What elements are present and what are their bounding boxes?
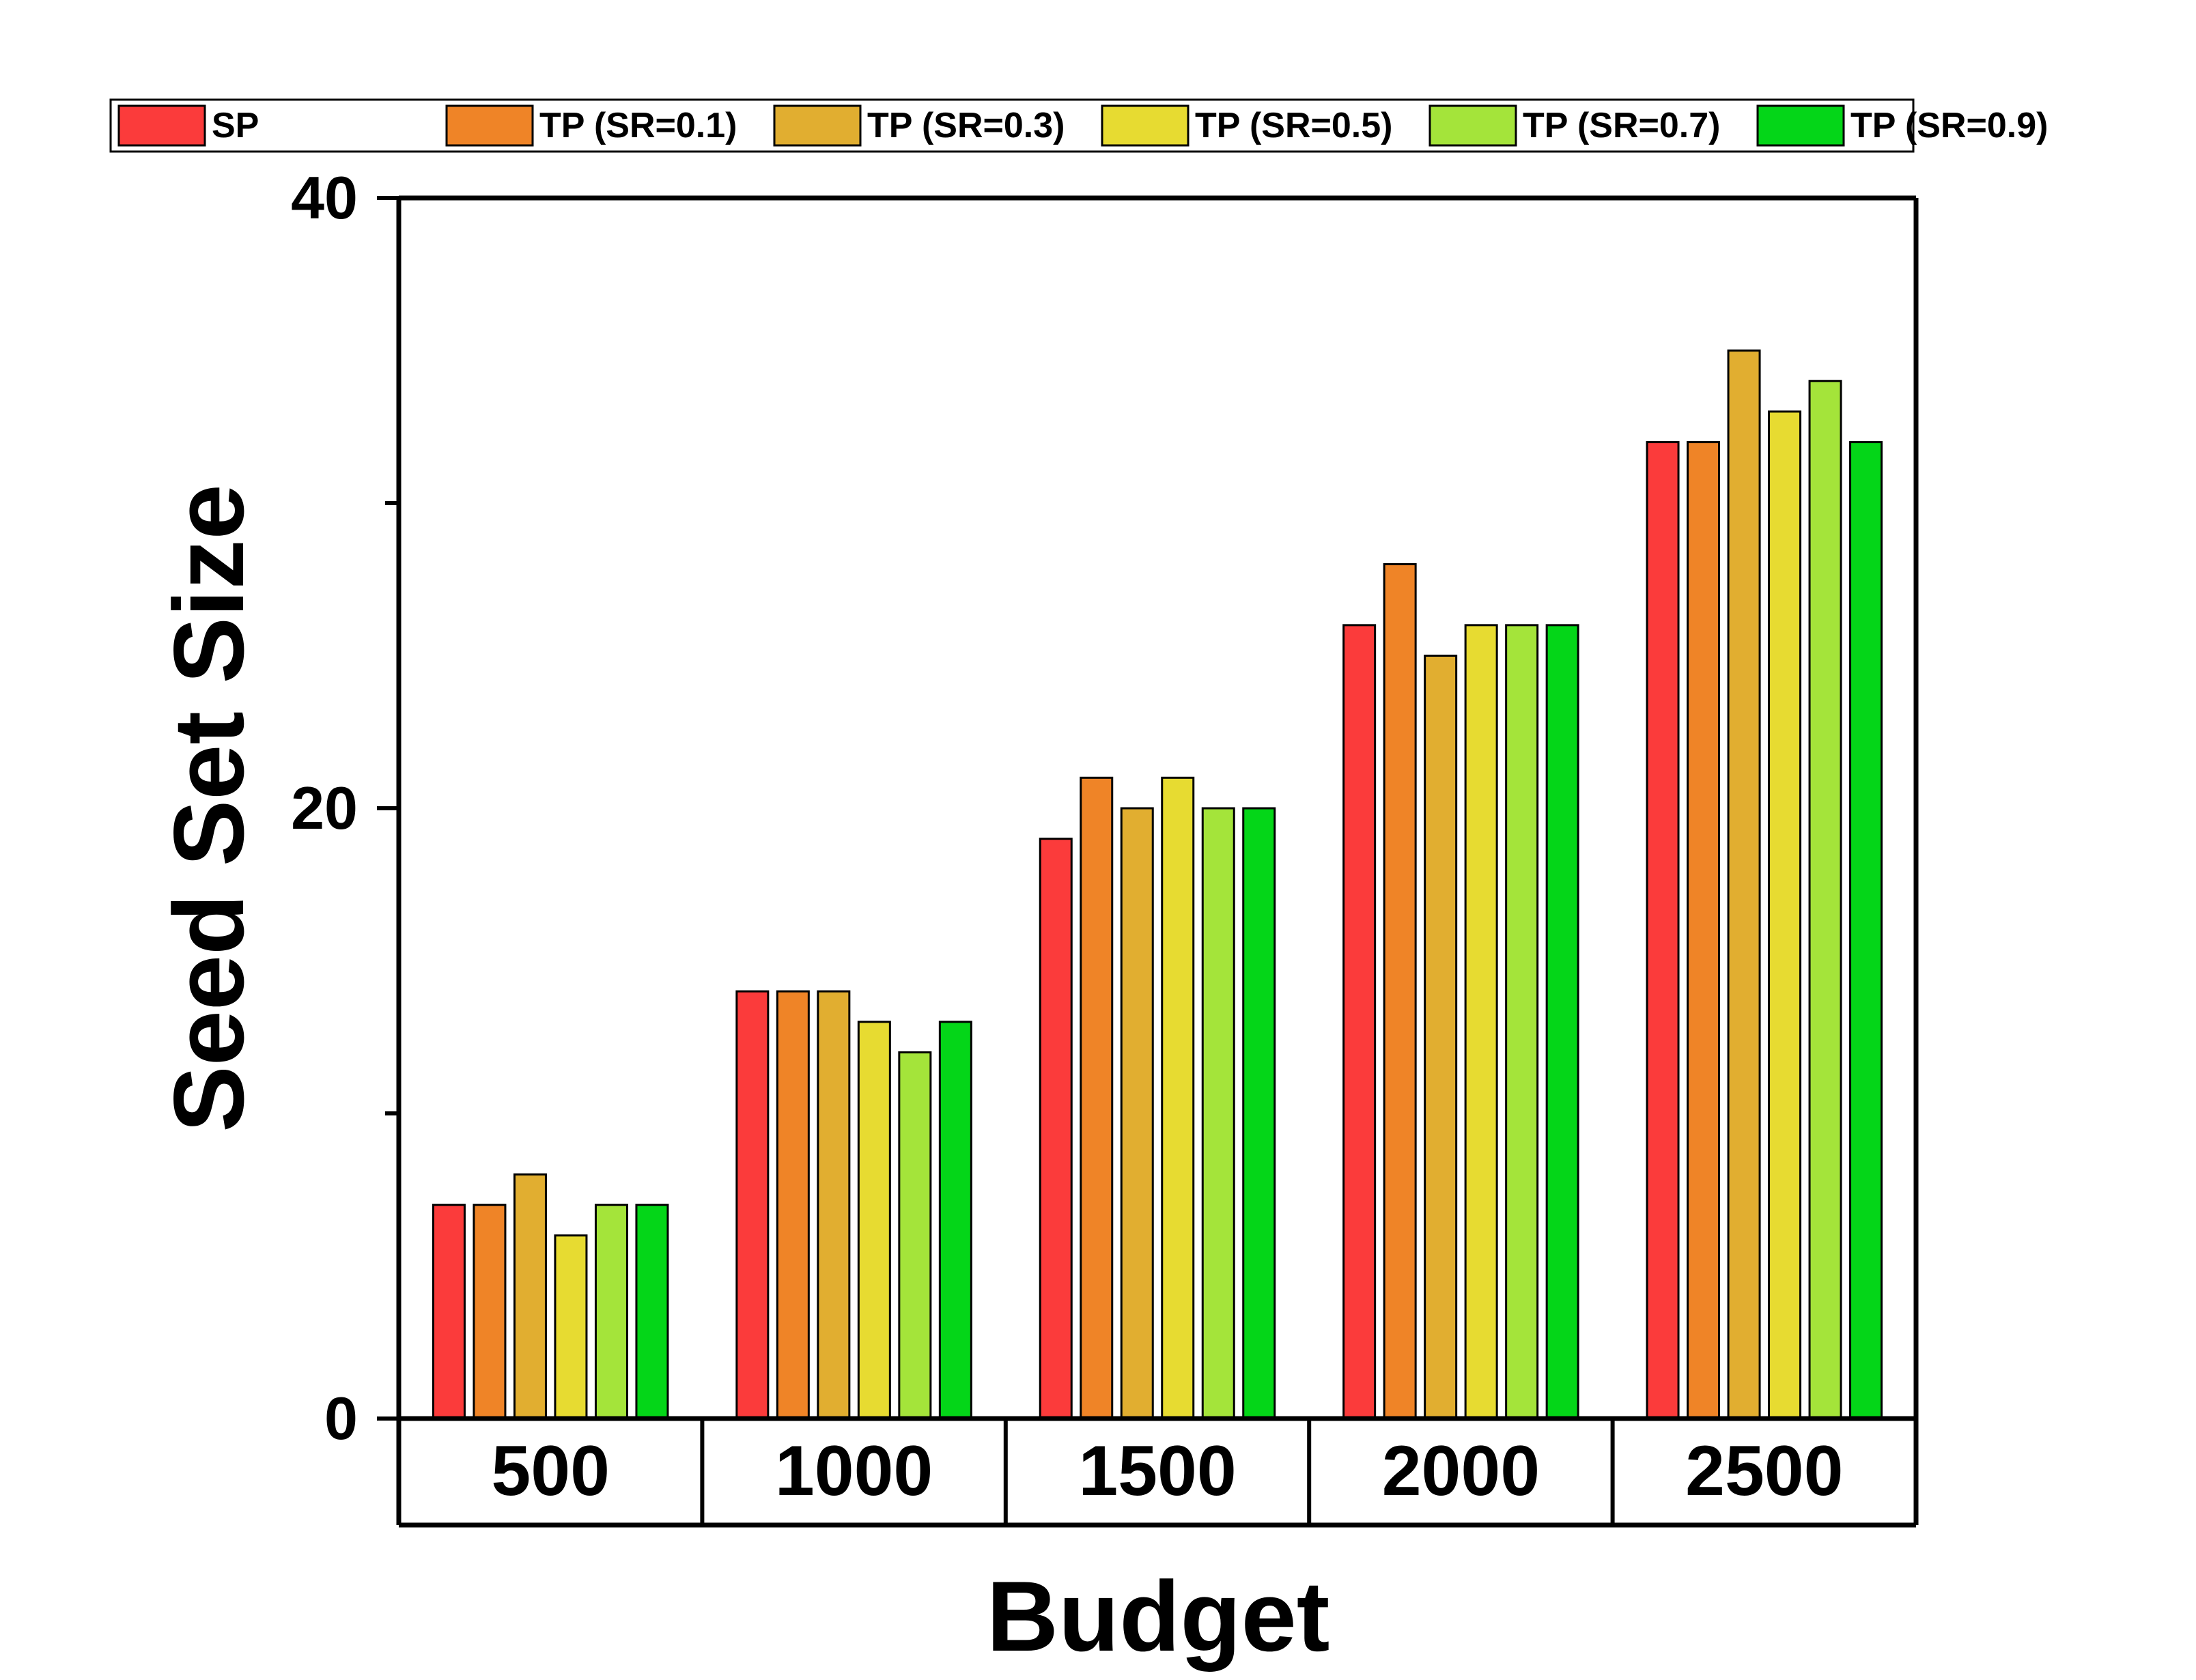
bar: [473, 1204, 507, 1420]
bar: [1646, 441, 1680, 1420]
bar: [1383, 563, 1417, 1420]
legend-label: TP (SR=0.1): [539, 106, 737, 145]
bar: [1849, 441, 1883, 1420]
legend-label: TP (SR=0.7): [1523, 106, 1720, 145]
legend-swatch: [1756, 104, 1845, 147]
plot-frame: [396, 195, 1919, 1528]
x-category-label: 500: [491, 1432, 610, 1511]
legend-label: TP (SR=0.5): [1195, 106, 1392, 145]
bar: [817, 990, 851, 1420]
legend-swatch: [1428, 104, 1517, 147]
legend: SP TP (SR=0.1) TP (SR=0.3) TP (SR=0.5) TP (S…: [109, 98, 2048, 153]
y-tick-label: 40: [291, 164, 358, 231]
bar: [1464, 624, 1498, 1420]
y-axis-ticks: 0 20 40: [291, 164, 399, 1452]
bar: [1424, 655, 1458, 1420]
legend-label: SP: [212, 106, 259, 145]
x-category-label: 2000: [1382, 1432, 1540, 1511]
bar: [1342, 624, 1377, 1420]
bar: [1039, 838, 1073, 1420]
x-category-label: 1500: [1078, 1432, 1236, 1511]
x-category-label: 2500: [1685, 1432, 1843, 1511]
bar: [1201, 807, 1235, 1420]
bar: [898, 1051, 932, 1420]
bar: [432, 1204, 466, 1420]
legend-swatch: [117, 104, 206, 147]
bar: [1242, 807, 1276, 1420]
bar: [554, 1234, 588, 1420]
legend-box: [109, 98, 1915, 153]
bar: [1505, 624, 1539, 1420]
bar: [1727, 350, 1761, 1420]
legend-swatch: [445, 104, 534, 147]
bar: [635, 1204, 669, 1420]
y-tick-label: 0: [324, 1384, 358, 1452]
legend-label: TP (SR=0.3): [867, 106, 1065, 145]
bar: [513, 1173, 547, 1420]
bar: [857, 1021, 891, 1420]
x-category-table: 500 1000 1500 2000 2500: [491, 1419, 1843, 1525]
bar: [938, 1021, 972, 1420]
bar: [776, 990, 810, 1420]
x-axis-title: Budget: [987, 1561, 1330, 1672]
bar: [1808, 380, 1842, 1420]
legend-swatch: [1101, 104, 1190, 147]
y-axis-title: Seed Set Size: [153, 484, 264, 1132]
bar: [1161, 776, 1195, 1420]
bar: [1687, 441, 1721, 1420]
bar: [1545, 624, 1579, 1420]
bar: [1120, 807, 1154, 1420]
bars: [432, 350, 1883, 1420]
bar: [735, 990, 770, 1420]
x-category-label: 1000: [775, 1432, 933, 1511]
bar: [1768, 410, 1802, 1420]
bar: [594, 1204, 628, 1420]
legend-label: TP (SR=0.9): [1850, 106, 2048, 145]
legend-swatch: [773, 104, 862, 147]
y-tick-label: 20: [291, 774, 358, 842]
bar: [1080, 776, 1114, 1420]
